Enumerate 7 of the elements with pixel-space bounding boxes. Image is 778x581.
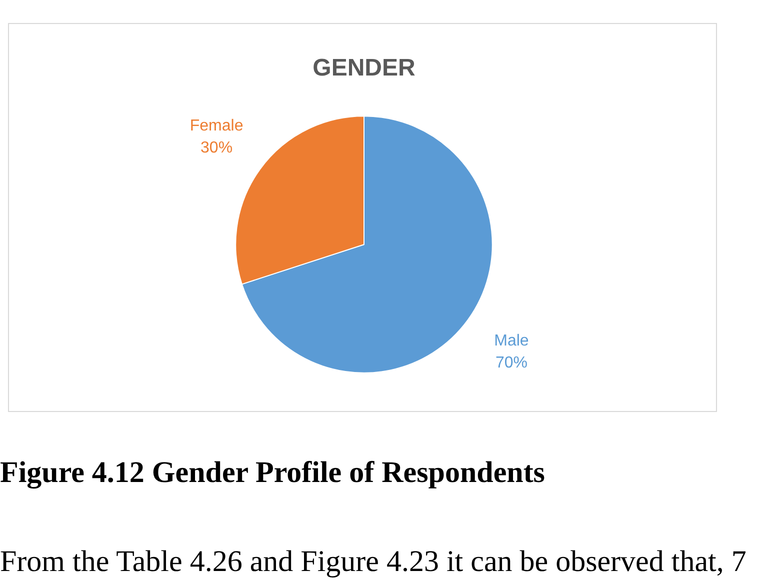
slice-label: Male	[494, 332, 529, 350]
chart-title: GENDER	[312, 54, 416, 82]
text: From the Table 4.26 and Figure 4.23 it can be observed that, 7	[0, 544, 746, 580]
data-label: 30%	[200, 140, 233, 157]
slice-label: Female	[190, 117, 244, 134]
data-label: 70%	[495, 354, 528, 372]
caption: Figure 4.12 Gender Profile of Respondents	[0, 455, 545, 491]
